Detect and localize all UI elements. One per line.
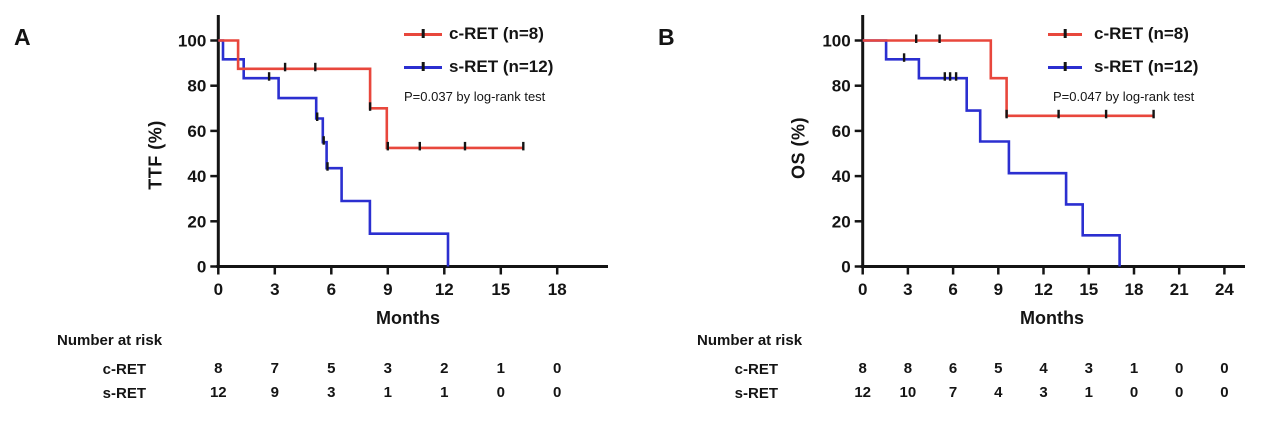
legend-item-sret: s-RET (n=12) — [1048, 57, 1199, 76]
censor-tick-icon — [421, 29, 425, 38]
risk-value: 0 — [553, 360, 561, 377]
x-axis-title: Months — [376, 308, 440, 328]
y-tick-label: 20 — [187, 212, 206, 231]
x-tick-label: 24 — [1215, 280, 1234, 299]
risk-value: 5 — [994, 360, 1002, 377]
legend-item-cret: c-RET (n=8) — [1048, 24, 1189, 43]
legend-item-sret: s-RET (n=12) — [404, 57, 554, 76]
km-curve-s-ret — [218, 39, 450, 267]
risk-value: 3 — [1039, 384, 1047, 401]
risk-value: 0 — [553, 384, 561, 401]
panel-B: 0 3 6 9 12 15 18 21 24 0 20 40 60 80 100 8 8 6 5 4 3 1 0 0 12 10 7… — [640, 0, 1278, 433]
x-tick-label: 0 — [858, 280, 867, 299]
risk-value: 6 — [949, 360, 957, 377]
risk-row-label-sret: s-RET — [734, 385, 778, 402]
legend-item-cret: c-RET (n=8) — [404, 24, 544, 43]
x-tick-label: 6 — [327, 280, 336, 299]
x-tick-label: 18 — [548, 280, 567, 299]
risk-value: 8 — [904, 360, 912, 377]
risk-value: 12 — [210, 384, 227, 401]
risk-row-label-cret: c-RET — [102, 361, 146, 378]
x-tick-label: 3 — [270, 280, 279, 299]
risk-table-title: Number at risk — [697, 332, 803, 349]
y-axis-title: OS (%) — [788, 116, 809, 180]
legend-label-sret: s-RET (n=12) — [449, 57, 554, 76]
panel-A: 0 3 6 9 12 15 18 0 20 40 60 80 100 8 7 5 3 2 1 0 12 9 3 1 1 0 0 A … — [14, 15, 608, 402]
censor-tick-icon — [1063, 29, 1067, 38]
legend-line-cret — [404, 29, 442, 38]
y-tick-label: 80 — [187, 77, 206, 96]
y-tick-label: 40 — [832, 167, 851, 186]
risk-value: 1 — [1085, 384, 1093, 401]
risk-value: 9 — [271, 384, 279, 401]
x-axis-title: Months — [1020, 308, 1084, 328]
km-curve-c-ret — [862, 39, 1154, 118]
risk-table-title: Number at risk — [57, 332, 163, 349]
km-curve-s-ret — [862, 39, 1121, 267]
risk-value: 10 — [900, 384, 917, 401]
y-axis-title: TTF (%) — [145, 120, 166, 190]
y-tick-label: 40 — [187, 167, 206, 186]
risk-value: 8 — [214, 360, 222, 377]
legend-label-sret: s-RET (n=12) — [1094, 57, 1199, 76]
risk-value: 7 — [271, 360, 279, 377]
risk-value: 3 — [327, 384, 335, 401]
risk-value: 0 — [1175, 360, 1183, 377]
legend-label-cret: c-RET (n=8) — [449, 24, 544, 43]
risk-value: 0 — [1220, 360, 1228, 377]
x-tick-label: 9 — [383, 280, 392, 299]
risk-value: 8 — [859, 360, 867, 377]
y-tick-label: 60 — [187, 122, 206, 141]
x-tick-label: 15 — [491, 280, 510, 299]
x-tick-label: 15 — [1079, 280, 1098, 299]
p-value-text: P=0.047 by log-rank test — [1053, 89, 1195, 104]
x-tick-label: 12 — [435, 280, 454, 299]
x-tick-label: 9 — [994, 280, 1003, 299]
risk-value: 3 — [1085, 360, 1093, 377]
risk-value: 3 — [384, 360, 392, 377]
risk-value: 1 — [497, 360, 505, 377]
x-tick-label: 6 — [948, 280, 957, 299]
risk-row-label-cret: c-RET — [734, 361, 778, 378]
risk-value: 1 — [440, 384, 448, 401]
censor-tick-icon — [1063, 62, 1067, 71]
risk-value: 2 — [440, 360, 448, 377]
legend-line-sret — [1048, 62, 1082, 71]
y-tick-label: 20 — [832, 212, 851, 231]
y-tick-label: 100 — [178, 32, 206, 51]
risk-value: 1 — [1130, 360, 1138, 377]
km-curve-c-ret — [218, 39, 524, 150]
y-tick-label: 100 — [822, 32, 850, 51]
x-tick-label: 3 — [903, 280, 912, 299]
risk-value: 12 — [854, 384, 871, 401]
panel-letter-b: B — [658, 24, 675, 50]
censor-tick-icon — [421, 62, 425, 71]
x-tick-label: 18 — [1125, 280, 1144, 299]
risk-value: 4 — [994, 384, 1003, 401]
legend-line-cret — [1048, 29, 1082, 38]
risk-value: 0 — [497, 384, 505, 401]
x-tick-label: 21 — [1170, 280, 1189, 299]
risk-value: 0 — [1130, 384, 1138, 401]
legend-label-cret: c-RET (n=8) — [1094, 24, 1189, 43]
y-tick-label: 0 — [841, 258, 850, 277]
risk-value: 7 — [949, 384, 957, 401]
risk-value: 5 — [327, 360, 335, 377]
panel-letter-a: A — [14, 24, 31, 50]
risk-value: 4 — [1039, 360, 1048, 377]
risk-value: 0 — [1175, 384, 1183, 401]
y-tick-label: 60 — [832, 122, 851, 141]
p-value-text: P=0.037 by log-rank test — [404, 89, 546, 104]
x-tick-label: 12 — [1034, 280, 1053, 299]
risk-row-label-sret: s-RET — [102, 385, 146, 402]
risk-value: 0 — [1220, 384, 1228, 401]
y-tick-label: 0 — [197, 258, 206, 277]
x-tick-label: 0 — [214, 280, 223, 299]
y-tick-label: 80 — [832, 77, 851, 96]
risk-value: 1 — [384, 384, 392, 401]
legend-line-sret — [404, 62, 442, 71]
